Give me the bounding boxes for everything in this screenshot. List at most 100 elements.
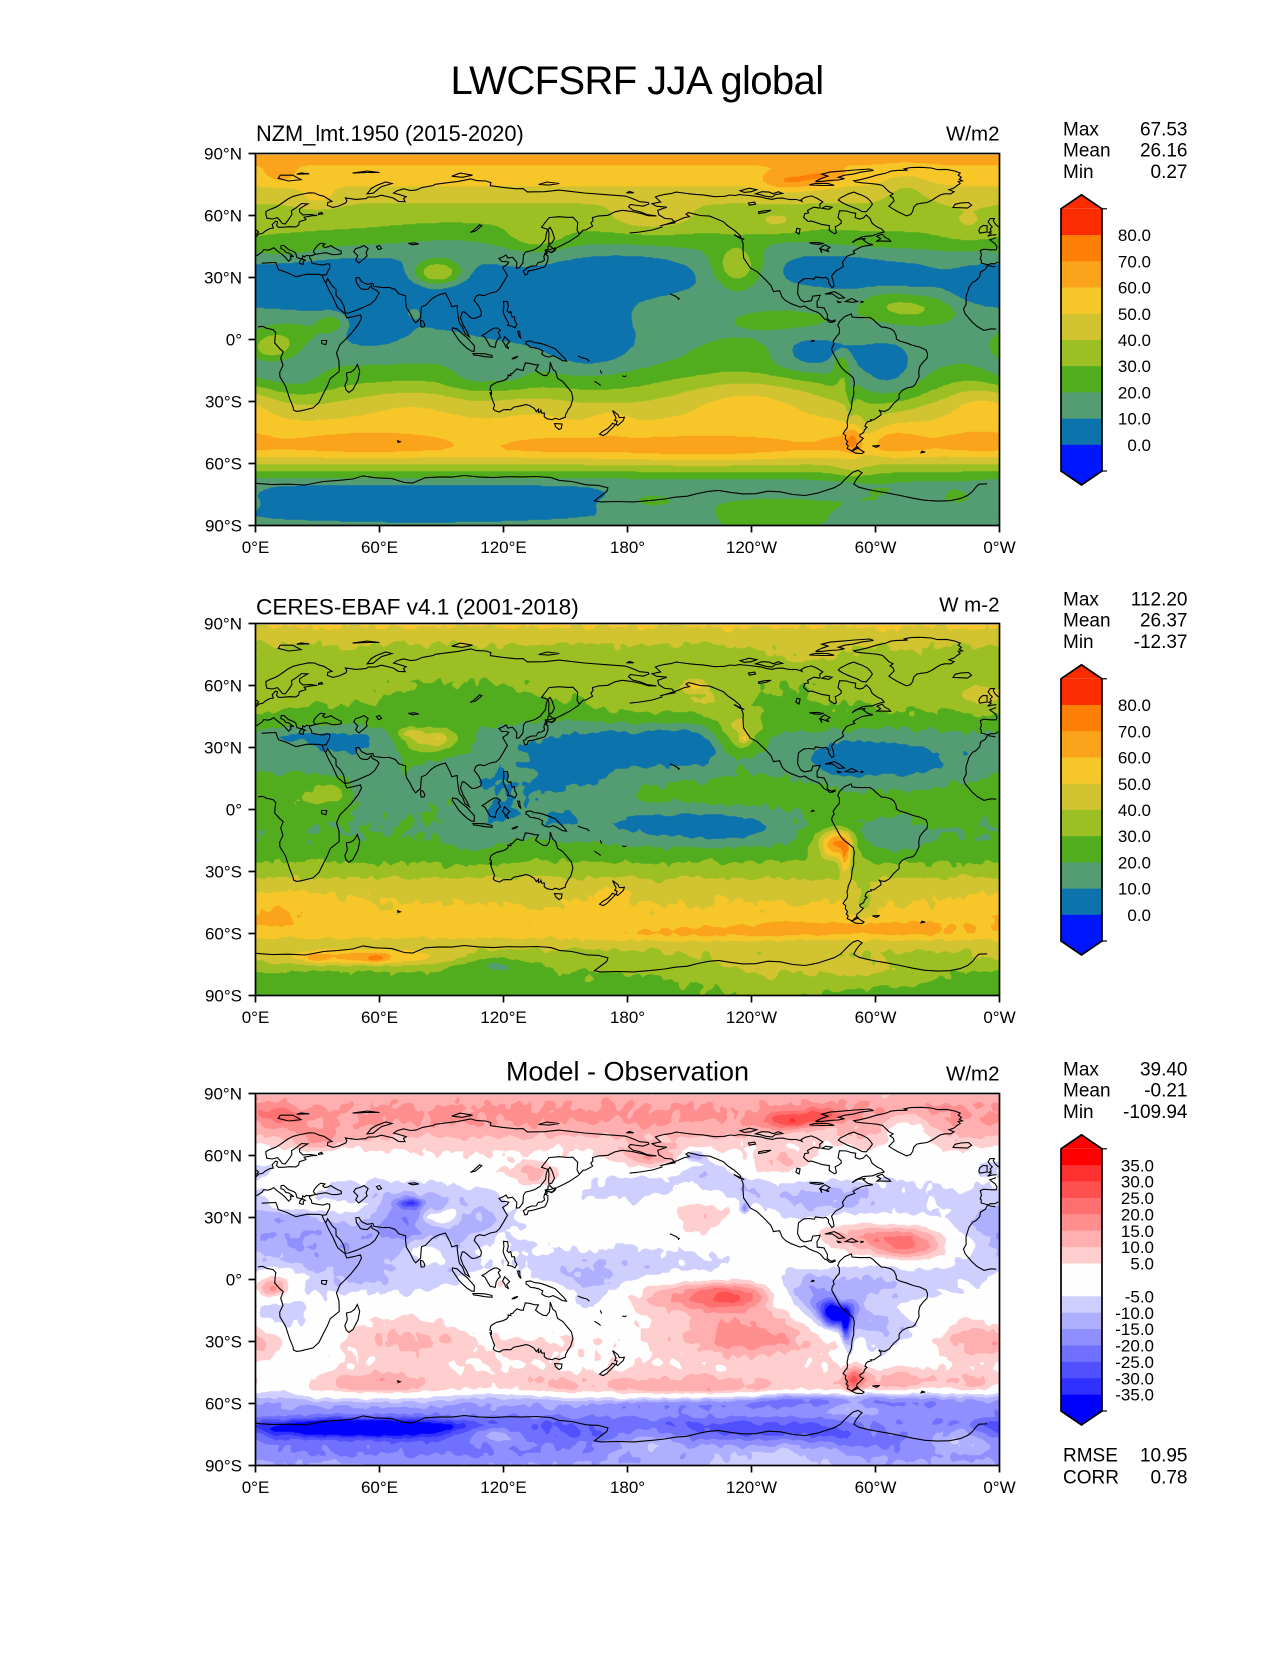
svg-text:60.0: 60.0: [1118, 749, 1151, 768]
svg-text:-30.0: -30.0: [1115, 1369, 1154, 1388]
svg-text:50.0: 50.0: [1118, 775, 1151, 794]
svg-text:90°N: 90°N: [204, 1085, 242, 1104]
svg-text:180°: 180°: [610, 538, 645, 557]
svg-text:15.0: 15.0: [1121, 1222, 1154, 1241]
svg-text:-20.0: -20.0: [1115, 1337, 1154, 1356]
svg-text:W m-2: W m-2: [939, 593, 999, 616]
svg-text:30°N: 30°N: [204, 739, 242, 758]
svg-text:10.95: 10.95: [1140, 1446, 1188, 1467]
svg-text:0°E: 0°E: [242, 1478, 270, 1497]
svg-text:RMSE: RMSE: [1063, 1446, 1118, 1467]
svg-text:60.0: 60.0: [1118, 279, 1151, 298]
svg-text:Max: Max: [1063, 120, 1099, 141]
svg-text:90°N: 90°N: [204, 145, 242, 164]
svg-text:30°S: 30°S: [205, 1333, 242, 1352]
svg-text:30°N: 30°N: [204, 1209, 242, 1228]
svg-text:60°W: 60°W: [855, 1008, 897, 1027]
svg-text:W/m2: W/m2: [946, 1062, 1000, 1085]
svg-text:Max: Max: [1063, 590, 1099, 611]
svg-text:-15.0: -15.0: [1115, 1320, 1154, 1339]
svg-text:120°E: 120°E: [480, 1008, 527, 1027]
svg-text:0°: 0°: [226, 331, 242, 350]
svg-text:0°W: 0°W: [983, 1008, 1015, 1027]
svg-text:-109.94: -109.94: [1123, 1102, 1188, 1123]
svg-text:120°W: 120°W: [726, 1008, 777, 1027]
svg-text:0.78: 0.78: [1151, 1467, 1188, 1488]
svg-text:30°S: 30°S: [205, 863, 242, 882]
svg-text:30.0: 30.0: [1118, 827, 1151, 846]
svg-text:60°S: 60°S: [205, 925, 242, 944]
svg-text:CERES-EBAF v4.1 (2001-2018): CERES-EBAF v4.1 (2001-2018): [256, 594, 579, 619]
svg-text:0.0: 0.0: [1127, 436, 1151, 455]
svg-text:Min: Min: [1063, 632, 1094, 653]
svg-text:20.0: 20.0: [1118, 853, 1151, 872]
svg-text:112.20: 112.20: [1131, 590, 1188, 611]
svg-text:0°W: 0°W: [983, 538, 1015, 557]
svg-text:0.27: 0.27: [1151, 162, 1188, 183]
svg-text:60°N: 60°N: [204, 1147, 242, 1166]
svg-text:40.0: 40.0: [1118, 331, 1151, 350]
svg-text:10.0: 10.0: [1118, 880, 1151, 899]
svg-text:LWCFSRF JJA global: LWCFSRF JJA global: [450, 59, 823, 103]
svg-text:60°W: 60°W: [855, 1478, 897, 1497]
svg-text:60°S: 60°S: [205, 1395, 242, 1414]
svg-text:60°S: 60°S: [205, 455, 242, 474]
svg-text:Mean: Mean: [1063, 611, 1111, 632]
svg-text:20.0: 20.0: [1118, 383, 1151, 402]
svg-text:40.0: 40.0: [1118, 801, 1151, 820]
svg-text:NZM_lmt.1950 (2015-2020): NZM_lmt.1950 (2015-2020): [256, 121, 524, 146]
svg-text:-25.0: -25.0: [1115, 1353, 1154, 1372]
svg-text:50.0: 50.0: [1118, 305, 1151, 324]
svg-text:60°E: 60°E: [361, 1478, 398, 1497]
svg-text:25.0: 25.0: [1121, 1189, 1154, 1208]
svg-text:Mean: Mean: [1063, 1081, 1111, 1102]
svg-text:0°E: 0°E: [242, 538, 270, 557]
svg-text:60°W: 60°W: [855, 538, 897, 557]
svg-text:30.0: 30.0: [1118, 357, 1151, 376]
svg-text:Model - Observation: Model - Observation: [506, 1056, 749, 1086]
svg-text:90°S: 90°S: [205, 517, 242, 536]
svg-text:180°: 180°: [610, 1478, 645, 1497]
svg-text:0°W: 0°W: [983, 1478, 1015, 1497]
svg-text:90°S: 90°S: [205, 987, 242, 1006]
svg-text:120°E: 120°E: [480, 1478, 527, 1497]
svg-text:60°N: 60°N: [204, 207, 242, 226]
svg-text:26.16: 26.16: [1140, 141, 1188, 162]
svg-text:Max: Max: [1063, 1060, 1099, 1081]
svg-text:30°N: 30°N: [204, 269, 242, 288]
svg-text:60°E: 60°E: [361, 1008, 398, 1027]
svg-text:0°: 0°: [226, 1271, 242, 1290]
svg-text:0°: 0°: [226, 801, 242, 820]
svg-text:5.0: 5.0: [1130, 1255, 1154, 1274]
svg-text:35.0: 35.0: [1121, 1156, 1154, 1175]
svg-text:80.0: 80.0: [1118, 696, 1151, 715]
svg-text:90°N: 90°N: [204, 615, 242, 634]
svg-text:0°E: 0°E: [242, 1008, 270, 1027]
svg-text:W/m2: W/m2: [946, 123, 1000, 146]
svg-text:120°W: 120°W: [726, 1478, 777, 1497]
svg-text:-35.0: -35.0: [1115, 1386, 1154, 1405]
svg-text:39.40: 39.40: [1140, 1060, 1188, 1081]
svg-text:67.53: 67.53: [1140, 120, 1188, 141]
svg-text:70.0: 70.0: [1118, 722, 1151, 741]
svg-text:60°E: 60°E: [361, 538, 398, 557]
svg-text:120°W: 120°W: [726, 538, 777, 557]
svg-text:90°S: 90°S: [205, 1457, 242, 1476]
svg-text:30.0: 30.0: [1121, 1173, 1154, 1192]
svg-text:120°E: 120°E: [480, 538, 527, 557]
svg-text:Min: Min: [1063, 1102, 1094, 1123]
svg-text:-12.37: -12.37: [1134, 632, 1188, 653]
svg-text:-10.0: -10.0: [1115, 1304, 1154, 1323]
svg-text:180°: 180°: [610, 1008, 645, 1027]
svg-text:20.0: 20.0: [1121, 1205, 1154, 1224]
svg-text:10.0: 10.0: [1121, 1238, 1154, 1257]
svg-text:-5.0: -5.0: [1125, 1287, 1154, 1306]
svg-text:CORR: CORR: [1063, 1467, 1119, 1488]
svg-text:10.0: 10.0: [1118, 410, 1151, 429]
svg-text:-0.21: -0.21: [1144, 1081, 1187, 1102]
svg-text:26.37: 26.37: [1140, 611, 1188, 632]
svg-text:60°N: 60°N: [204, 677, 242, 696]
svg-text:30°S: 30°S: [205, 393, 242, 412]
svg-text:Min: Min: [1063, 162, 1094, 183]
svg-text:70.0: 70.0: [1118, 252, 1151, 271]
